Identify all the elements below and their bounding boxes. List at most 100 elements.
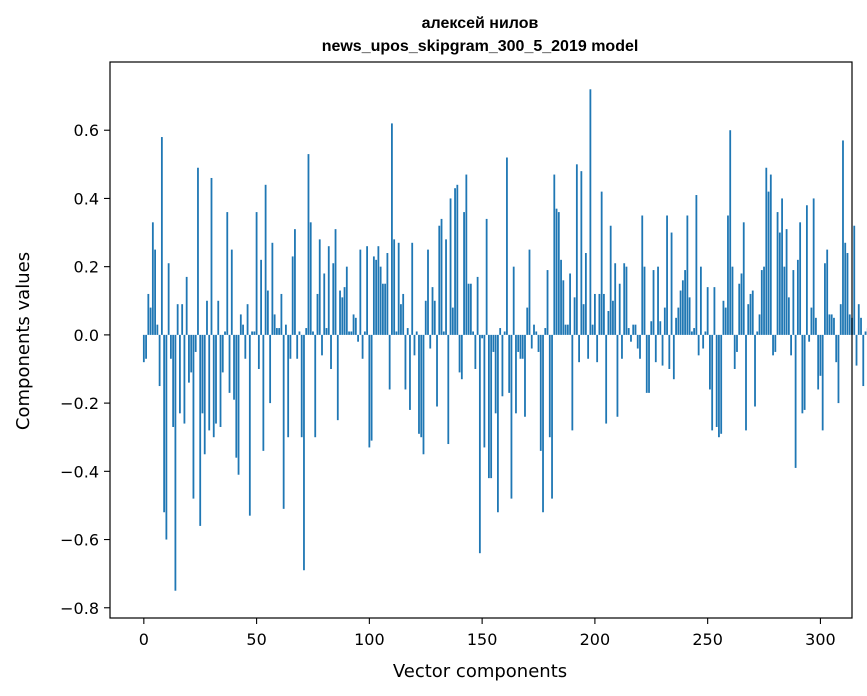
bar bbox=[409, 334, 411, 410]
bar bbox=[224, 331, 226, 335]
bar bbox=[679, 290, 682, 335]
bar bbox=[801, 334, 804, 414]
bar bbox=[548, 334, 551, 438]
bar bbox=[837, 334, 840, 404]
bar bbox=[632, 324, 635, 335]
bar bbox=[174, 334, 177, 591]
bar bbox=[855, 334, 858, 366]
bar bbox=[627, 328, 630, 335]
bar bbox=[846, 253, 849, 335]
bar bbox=[596, 334, 599, 363]
bar bbox=[230, 249, 233, 335]
bar bbox=[661, 334, 664, 366]
bar bbox=[460, 334, 463, 380]
bar bbox=[327, 246, 330, 335]
bar bbox=[418, 334, 420, 434]
bar bbox=[857, 304, 860, 335]
bar bbox=[282, 334, 285, 509]
bar bbox=[756, 331, 759, 335]
bar bbox=[156, 324, 159, 335]
bar bbox=[208, 334, 211, 431]
bar bbox=[607, 311, 610, 335]
bar bbox=[454, 188, 456, 335]
bar bbox=[569, 273, 571, 335]
bar bbox=[303, 334, 305, 571]
bar bbox=[575, 164, 578, 335]
bar bbox=[681, 280, 684, 335]
bar bbox=[853, 225, 856, 335]
bar bbox=[483, 334, 486, 448]
bar bbox=[553, 174, 556, 335]
bar bbox=[377, 246, 380, 335]
bar bbox=[736, 334, 738, 352]
bar bbox=[206, 300, 208, 335]
y-tick-label: 0.2 bbox=[74, 258, 99, 277]
bar bbox=[758, 314, 761, 335]
y-tick-label: −0.2 bbox=[60, 394, 99, 413]
bar bbox=[724, 307, 727, 335]
bar bbox=[654, 334, 657, 363]
bar bbox=[422, 334, 425, 455]
bar bbox=[769, 174, 772, 335]
bar bbox=[458, 334, 461, 373]
bar bbox=[839, 304, 842, 335]
bar bbox=[501, 334, 504, 397]
bar bbox=[745, 334, 747, 431]
bar bbox=[172, 334, 175, 427]
bar bbox=[490, 334, 493, 479]
bar bbox=[659, 321, 662, 335]
bar bbox=[197, 167, 199, 335]
bar bbox=[499, 328, 502, 335]
bar bbox=[273, 314, 276, 335]
bar bbox=[221, 334, 224, 373]
bar bbox=[179, 334, 181, 414]
bar bbox=[817, 334, 820, 390]
bar bbox=[781, 198, 783, 335]
bar bbox=[341, 297, 344, 335]
bar bbox=[625, 266, 628, 335]
bar bbox=[720, 334, 723, 434]
bar bbox=[372, 256, 375, 335]
y-tick-label: 0.0 bbox=[74, 326, 99, 345]
bar bbox=[316, 293, 319, 335]
bar bbox=[469, 283, 472, 335]
bar bbox=[688, 297, 691, 335]
bar bbox=[709, 334, 711, 390]
bar bbox=[677, 307, 680, 335]
x-tick-label: 100 bbox=[354, 630, 385, 649]
bar bbox=[142, 334, 145, 363]
bar bbox=[506, 157, 508, 335]
bar bbox=[598, 293, 601, 335]
bar bbox=[192, 334, 195, 499]
bar bbox=[278, 328, 281, 335]
bar bbox=[487, 334, 490, 479]
bar bbox=[787, 297, 790, 335]
bar bbox=[185, 276, 188, 335]
bar bbox=[264, 184, 267, 335]
bar bbox=[494, 334, 497, 414]
bar bbox=[440, 218, 443, 335]
bar bbox=[375, 259, 378, 335]
bar bbox=[609, 225, 612, 335]
bar bbox=[262, 334, 265, 451]
bar bbox=[361, 334, 364, 359]
bar bbox=[765, 167, 768, 335]
bar bbox=[253, 331, 256, 335]
bar bbox=[357, 334, 359, 342]
bar bbox=[740, 273, 743, 335]
y-tick-label: −0.4 bbox=[60, 462, 99, 481]
bar bbox=[833, 317, 835, 335]
bar bbox=[733, 334, 736, 369]
bar bbox=[257, 334, 260, 369]
bar bbox=[722, 300, 725, 335]
bar bbox=[381, 283, 384, 335]
bar bbox=[305, 328, 308, 335]
bar bbox=[309, 222, 312, 335]
bar bbox=[528, 249, 531, 335]
bar bbox=[578, 334, 580, 363]
bar bbox=[684, 270, 686, 335]
bar bbox=[648, 334, 650, 393]
bar bbox=[363, 331, 366, 335]
bar bbox=[778, 232, 781, 335]
bar bbox=[727, 215, 729, 335]
